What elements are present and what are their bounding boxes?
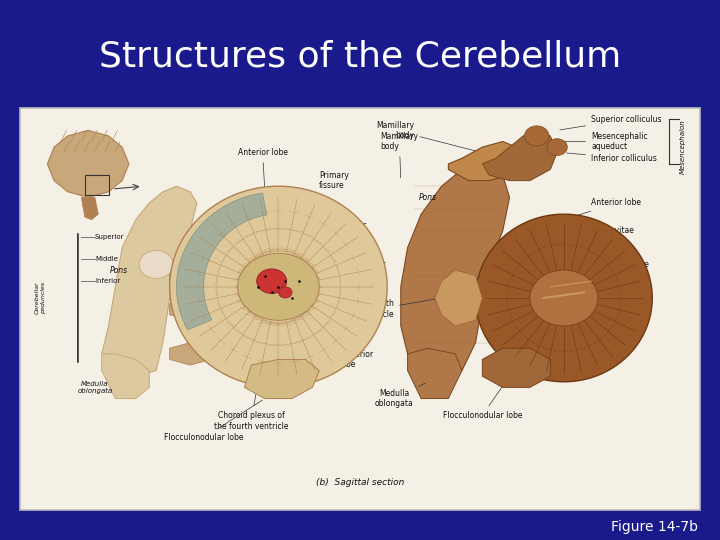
Polygon shape [435,270,482,326]
Circle shape [524,126,549,146]
Text: Arbor
vitae: Arbor vitae [322,221,368,252]
Circle shape [139,251,173,279]
Polygon shape [170,259,224,298]
Circle shape [279,287,292,298]
Text: Superior: Superior [95,233,125,240]
Text: Posterior
lobe: Posterior lobe [580,350,625,369]
Text: Primary
fissure: Primary fissure [294,171,349,207]
Circle shape [238,253,319,320]
Text: Arbor vitae: Arbor vitae [567,226,634,252]
Text: Cerebellar
cortex: Cerebellar cortex [567,282,631,302]
Polygon shape [170,337,224,365]
Text: Anterior lobe: Anterior lobe [567,199,641,219]
Polygon shape [449,141,523,181]
Polygon shape [475,214,652,382]
Text: Flocculonodular lobe: Flocculonodular lobe [164,400,263,442]
Circle shape [530,270,598,326]
Text: Cerebellar
nucleus: Cerebellar nucleus [308,260,386,281]
Polygon shape [408,348,462,399]
Text: Inferior colliculus: Inferior colliculus [567,153,657,163]
Polygon shape [102,354,149,399]
Polygon shape [170,303,224,320]
Text: Mamillary
body: Mamillary body [380,132,418,178]
Polygon shape [170,186,387,387]
Text: Anterior lobe: Anterior lobe [238,148,288,189]
Text: Cerebellar
cortex: Cerebellar cortex [322,305,386,325]
Polygon shape [102,186,197,376]
Text: Cerebellar
peduncles: Cerebellar peduncles [35,282,46,314]
Text: Fourth
ventricle: Fourth ventricle [360,299,438,319]
Text: Mesencephalic
aqueduct: Mesencephalic aqueduct [553,132,648,151]
Text: Figure 14-7b: Figure 14-7b [611,519,698,534]
Polygon shape [81,198,99,220]
Polygon shape [401,164,510,382]
Text: Mamillary
body: Mamillary body [377,120,480,152]
Text: Structures of the Cerebellum: Structures of the Cerebellum [99,40,621,73]
Text: Medulla
oblongata: Medulla oblongata [374,383,426,408]
Circle shape [257,269,287,294]
Text: Inferior: Inferior [95,278,120,284]
Text: Middle: Middle [95,256,118,262]
Polygon shape [482,130,557,181]
Circle shape [547,139,567,156]
Polygon shape [48,130,129,198]
Text: Superior colliculus: Superior colliculus [560,114,662,130]
Bar [85,175,109,194]
Polygon shape [482,348,550,387]
Text: Flocculonodular lobe: Flocculonodular lobe [443,379,522,420]
Text: Mesencephalon: Mesencephalon [680,120,686,174]
Text: Choroid plexus of
the fourth ventricle: Choroid plexus of the fourth ventricle [214,384,289,430]
Text: Cerebellar
nucleus: Cerebellar nucleus [567,316,631,336]
Text: Pons: Pons [419,193,437,202]
Polygon shape [176,193,266,330]
FancyBboxPatch shape [20,108,700,510]
Polygon shape [245,360,319,399]
Text: Medulla
oblongata: Medulla oblongata [77,381,112,394]
Text: (b)  Sagittal section: (b) Sagittal section [316,478,404,487]
Text: Posterior
lobe: Posterior lobe [308,350,374,369]
Text: Primary fissure: Primary fissure [567,260,649,275]
Text: Pons: Pons [109,266,127,274]
